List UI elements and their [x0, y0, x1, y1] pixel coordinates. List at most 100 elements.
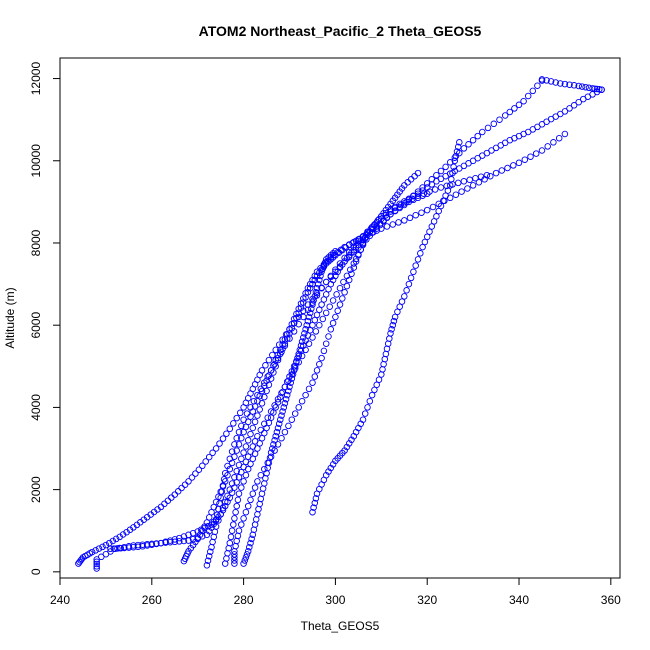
data-point	[270, 369, 277, 376]
data-point	[442, 163, 449, 171]
data-point	[240, 449, 247, 456]
data-point	[582, 83, 589, 91]
x-tick-label: 240	[50, 593, 70, 607]
data-point	[404, 179, 411, 186]
data-point	[318, 354, 325, 362]
data-point	[242, 508, 250, 516]
data-point	[278, 412, 285, 419]
data-point	[382, 209, 390, 217]
data-point	[171, 538, 179, 546]
data-point	[295, 358, 302, 366]
data-points	[75, 76, 605, 572]
data-point	[423, 180, 431, 187]
data-point	[290, 319, 298, 327]
data-point	[570, 82, 578, 89]
data-point	[347, 266, 354, 273]
data-point	[312, 328, 320, 335]
data-point	[272, 356, 279, 364]
data-point	[501, 112, 509, 119]
data-point	[311, 316, 319, 324]
data-point	[264, 373, 271, 380]
data-point	[274, 395, 282, 403]
data-point	[251, 438, 259, 445]
data-point	[433, 213, 440, 220]
data-point	[314, 280, 322, 288]
data-point	[403, 287, 410, 294]
data-point	[322, 340, 330, 347]
data-point	[267, 408, 275, 415]
data-point	[437, 184, 445, 191]
data-point	[555, 134, 563, 142]
data-point	[225, 544, 232, 552]
data-point	[228, 448, 236, 455]
data-point	[244, 437, 252, 444]
axes: 240 260 280 300 320 340 360 0 2000 4000 6000 8000 10…	[29, 62, 621, 607]
data-point	[538, 76, 546, 83]
data-point	[231, 551, 238, 558]
data-point	[450, 163, 457, 171]
data-point	[99, 543, 106, 551]
data-point	[401, 217, 408, 224]
x-axis-label: Theta_GEOS5	[301, 619, 380, 633]
data-point	[406, 214, 414, 222]
data-point	[240, 428, 247, 436]
data-point	[401, 293, 408, 300]
data-point	[411, 172, 418, 180]
data-point	[134, 543, 142, 551]
data-point	[322, 309, 330, 317]
data-point	[410, 268, 417, 276]
data-point	[396, 204, 403, 212]
data-point	[320, 262, 328, 269]
data-point	[316, 321, 323, 329]
data-point	[474, 132, 481, 140]
data-point	[194, 528, 201, 535]
data-point	[325, 285, 332, 293]
data-point	[295, 320, 302, 328]
data-point	[180, 537, 188, 545]
data-point	[216, 440, 223, 447]
data-point	[291, 363, 299, 370]
data-point	[387, 330, 394, 337]
data-point	[578, 83, 586, 90]
data-point	[388, 326, 395, 333]
data-point	[241, 557, 249, 564]
data-point	[318, 284, 325, 292]
data-point	[414, 192, 422, 199]
data-point	[318, 268, 325, 276]
data-point	[423, 190, 431, 197]
data-point	[322, 291, 330, 298]
data-point	[311, 499, 319, 507]
data-point	[452, 191, 460, 198]
data-point	[93, 565, 100, 572]
data-point	[343, 272, 351, 280]
data-point	[211, 528, 219, 536]
data-point	[460, 145, 468, 152]
data-point	[287, 379, 294, 386]
data-point	[226, 539, 234, 547]
data-point	[366, 397, 374, 405]
data-point	[228, 527, 236, 534]
data-point	[242, 443, 250, 450]
data-point	[304, 317, 312, 325]
data-point	[327, 326, 335, 333]
data-point	[263, 387, 270, 395]
data-point	[271, 437, 278, 444]
data-point	[389, 321, 397, 329]
data-point	[233, 537, 240, 545]
data-point	[107, 545, 114, 553]
data-point	[185, 531, 192, 539]
data-point	[391, 313, 399, 321]
data-point	[301, 330, 308, 337]
data-point	[205, 453, 213, 461]
data-point	[93, 560, 100, 568]
data-point	[441, 197, 448, 205]
data-point	[481, 176, 488, 183]
data-point	[550, 139, 557, 146]
data-point	[496, 116, 503, 123]
data-point	[271, 402, 278, 409]
data-point	[275, 420, 283, 428]
data-point	[227, 533, 235, 541]
data-point	[383, 223, 391, 230]
data-point	[443, 182, 450, 190]
data-point	[240, 463, 247, 471]
